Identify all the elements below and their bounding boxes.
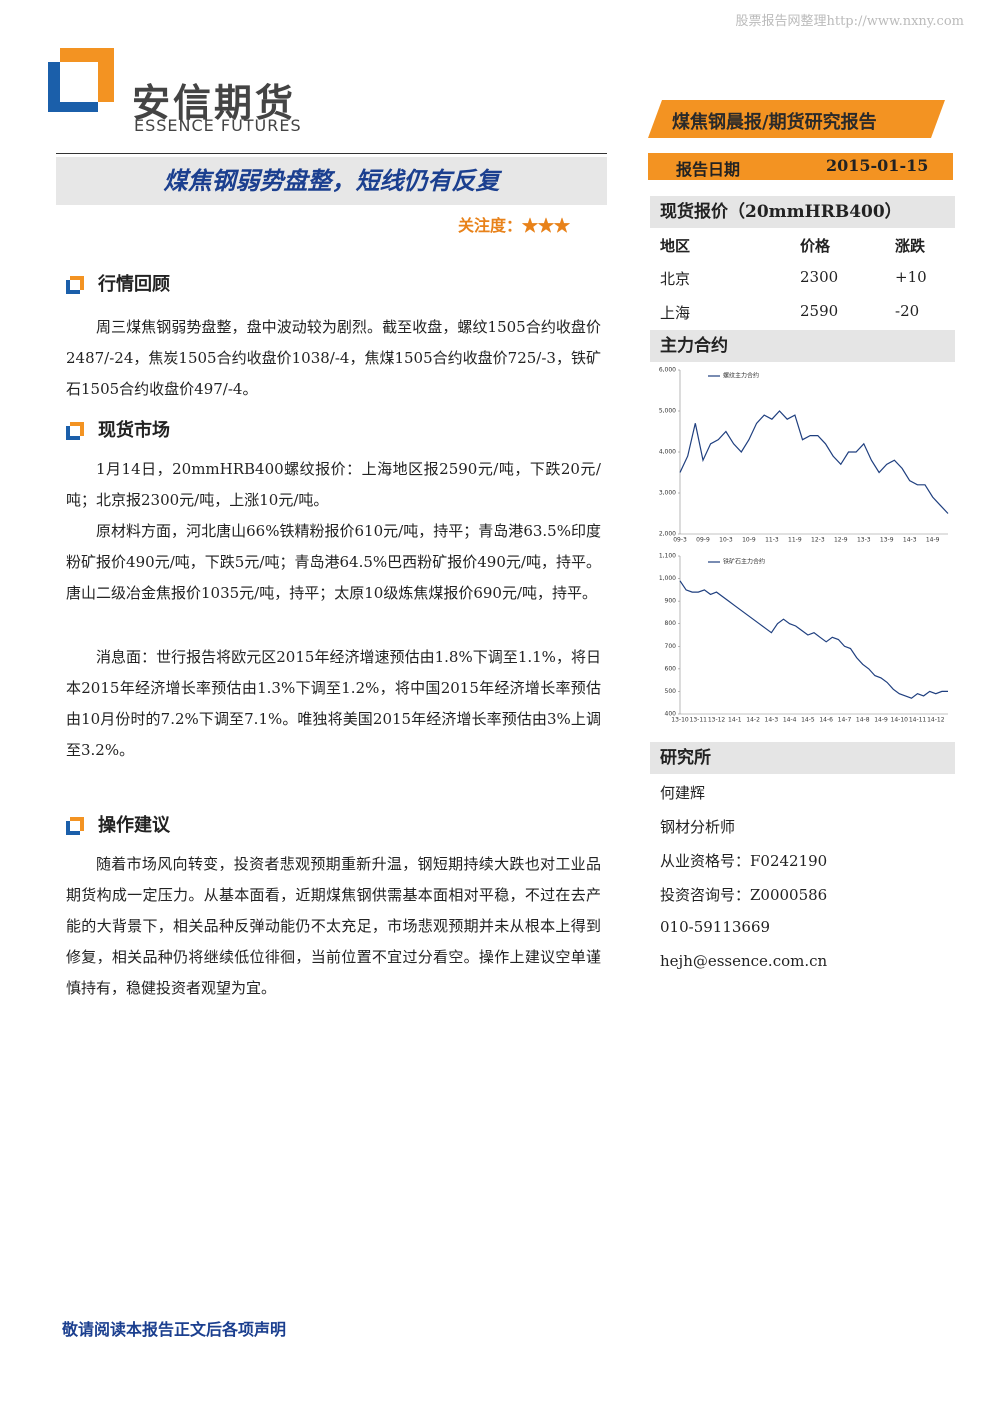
y-tick-label: 600 [665, 665, 677, 672]
banner [648, 100, 945, 138]
x-tick-label: 14-7 [838, 717, 852, 724]
y-tick-label: 1,000 [659, 575, 676, 582]
table-header: 涨跌 [895, 237, 926, 255]
x-tick-label: 14-3 [903, 537, 917, 544]
x-tick-label: 09-3 [673, 537, 687, 544]
y-tick-label: 1,100 [659, 553, 676, 560]
section-icon [66, 276, 84, 294]
paragraph: 周三煤焦钢弱势盘整，盘中波动较为剧烈。截至收盘，螺纹1505合约收盘价2487/… [66, 318, 601, 398]
section-icon [66, 422, 84, 440]
logo-name: 安信期货 [132, 81, 297, 125]
table-cell: -20 [895, 302, 920, 320]
x-tick-label: 14-4 [783, 717, 797, 724]
y-tick-label: 6,000 [659, 367, 676, 374]
x-tick-label: 12-9 [834, 537, 848, 544]
x-tick-label: 14-9 [926, 537, 940, 544]
logo-english: ESSENCE FUTURES [134, 116, 302, 135]
x-tick-label: 14-12 [927, 717, 945, 724]
rule [56, 153, 607, 154]
contact-line: 010-59113669 [660, 918, 771, 936]
table-cell: 上海 [660, 304, 691, 322]
table-cell: 2300 [800, 268, 839, 286]
legend-label: 铁矿石主力合约 [723, 558, 765, 566]
spot-heading: 现货报价（20mmHRB400） [650, 196, 955, 228]
x-tick-label: 14-6 [819, 717, 833, 724]
date-row: 报告日期 2015-01-15 [648, 153, 953, 180]
y-tick-label: 500 [665, 688, 677, 695]
paragraph: 随着市场风向转变，投资者悲观预期重新升温，钢短期持续大跌也对工业品期货构成一定压… [66, 855, 601, 997]
section-title: 行情回顾 [98, 274, 170, 295]
watermark: 股票报告网整理http://www.nxny.com [735, 14, 964, 29]
section-icon [66, 817, 84, 835]
footer: 敬请阅读本报告正文后各项声明 [62, 1320, 287, 1339]
x-tick-label: 09-9 [696, 537, 710, 544]
x-tick-label: 13-9 [880, 537, 894, 544]
y-tick-label: 3,000 [659, 490, 676, 497]
table-header: 地区 [660, 237, 691, 255]
x-tick-label: 13-3 [857, 537, 871, 544]
price-line [679, 410, 949, 514]
contact-line: 何建辉 [660, 784, 706, 802]
x-tick-label: 14-3 [765, 717, 779, 724]
contact-line: 从业资格号：F0242190 [660, 852, 828, 870]
line-chart: 400 500 600 700 800 900 1,000 1,100 13-10 13-11 13… [659, 553, 948, 724]
x-tick-label: 14-9 [874, 717, 888, 724]
x-tick-label: 13-12 [708, 717, 726, 724]
x-tick-label: 11-9 [788, 537, 802, 544]
x-tick-label: 12-3 [811, 537, 825, 544]
paragraph: 消息面：世行报告将欧元区2015年经济增速预估由1.8%下调至1.1%，将日本2… [66, 648, 601, 759]
x-tick-label: 13-10 [671, 717, 689, 724]
title: 煤焦钢弱势盘整，短线仍有反复 [56, 157, 607, 205]
y-tick-label: 4,000 [659, 449, 676, 456]
y-tick-label: 5,000 [659, 408, 676, 415]
table-cell: +10 [895, 268, 927, 286]
x-tick-label: 10-3 [719, 537, 733, 544]
y-tick-label: 400 [665, 711, 677, 718]
x-tick-label: 14-10 [891, 717, 909, 724]
y-tick-label: 2,000 [659, 531, 676, 538]
y-tick-label: 700 [665, 643, 677, 650]
section-heading: 现货市场 [66, 416, 170, 442]
x-tick-label: 11-3 [765, 537, 779, 544]
x-tick-label: 13-11 [690, 717, 708, 724]
table-cell: 北京 [660, 270, 691, 288]
section-heading: 行情回顾 [66, 270, 170, 296]
y-tick-label: 900 [665, 598, 677, 605]
attention-stars: ★★★ [522, 216, 571, 235]
y-tick-label: 800 [665, 620, 677, 627]
x-tick-label: 14-2 [746, 717, 760, 724]
section-heading: 操作建议 [66, 811, 170, 837]
table-header: 价格 [800, 237, 831, 255]
contact-line: hejh@essence.com.cn [660, 952, 828, 970]
contact-line: 投资咨询号：Z0000586 [660, 886, 828, 904]
attention-label: 关注度： [458, 216, 523, 235]
research-heading: 研究所 [650, 742, 955, 774]
x-tick-label: 14-8 [856, 717, 870, 724]
x-tick-label: 10-9 [742, 537, 756, 544]
x-tick-label: 14-5 [801, 717, 815, 724]
contract-heading: 主力合约 [650, 330, 955, 362]
section-title: 操作建议 [98, 815, 170, 836]
table-cell: 2590 [800, 302, 839, 320]
logo-icon [48, 48, 114, 112]
date-label: 报告日期 [676, 160, 741, 179]
price-line [679, 580, 948, 699]
contact-line: 钢材分析师 [660, 818, 736, 836]
x-tick-label: 14-11 [909, 717, 927, 724]
paragraph: 1月14日，20mmHRB400螺纹报价：上海地区报2590元/吨，下跌20元/… [66, 460, 601, 509]
x-tick-label: 14-1 [728, 717, 742, 724]
report-type: 煤焦钢晨报/期货研究报告 [672, 112, 877, 133]
legend-label: 螺纹主力合约 [723, 372, 759, 380]
line-chart: 2,000 3,000 4,000 5,000 6,000 09-3 09-9 10-3 10-… [659, 367, 949, 544]
date-value: 2015-01-15 [826, 156, 929, 175]
section-title: 现货市场 [98, 420, 170, 441]
attention: 关注度：★★★ [458, 212, 570, 236]
paragraph: 原材料方面，河北唐山66%铁精粉报价610元/吨，持平；青岛港63.5%印度粉矿… [66, 522, 601, 602]
